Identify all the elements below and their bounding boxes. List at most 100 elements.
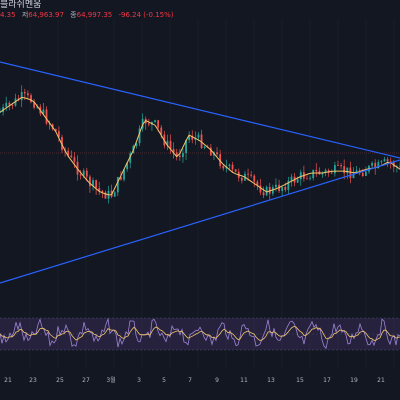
rsi-signal-line [0,326,400,341]
candle-body [240,177,243,181]
candle-body [343,166,346,174]
candle-body [95,180,98,188]
candle-body [11,104,14,106]
candle-body [42,109,45,114]
x-tick-label: 11 [240,377,248,384]
candle-body [330,172,333,174]
candle-body [138,128,141,144]
candle-body [45,109,48,124]
candle-body [386,159,389,162]
candle-body [5,102,8,108]
candle-body [284,186,287,190]
candle-body [287,180,290,190]
candle-body [256,181,259,186]
candle-body [89,176,91,187]
x-tick-label: 13 [267,377,275,384]
candle-body [191,135,194,140]
candle-body [20,91,23,101]
candle-body [36,106,39,108]
candle-body [374,162,377,169]
candle-body [182,153,184,158]
candle-body [175,152,178,156]
candle-body [169,140,172,150]
x-tick-label: 21 [377,377,385,384]
close-label: 종 [70,11,77,19]
candle-body [337,165,339,166]
high-label: 저 [21,11,29,19]
candle-body [250,174,253,176]
x-tick-label: 5 [162,377,166,384]
candle-body [231,164,234,170]
close-value: 64,997.35 [76,11,113,19]
x-tick-label: 17 [323,377,331,384]
candle-body [253,175,256,182]
candle-body [172,149,175,153]
candle-body [265,187,268,196]
high-value: 64,963.97 [28,11,64,19]
candle-body [166,140,169,146]
candle-body [33,102,36,108]
candle-body [371,162,373,166]
candle-body [324,170,327,173]
candle-body [309,178,311,179]
candle-body [361,173,364,176]
lower-trendline[interactable] [0,159,400,284]
candle-body [116,176,119,193]
candle-body [70,155,73,158]
candle-body [299,172,302,180]
candle-body [54,129,57,132]
candle-body [290,176,293,181]
candle-body [129,153,132,163]
candle-body [160,127,163,135]
symbol-title[interactable]: 블라쉬멘움 [0,0,42,10]
candle-body [79,174,82,176]
candle-body [216,152,218,155]
candle-body [154,120,156,122]
candle-body [355,170,358,174]
grid [29,20,395,370]
x-tick-label: 15 [296,377,304,384]
candle-body [333,165,336,174]
x-tick-label: 19 [350,377,358,384]
candle-body [389,161,392,163]
candle-body [58,131,60,138]
open-value: 4.35 [0,11,16,19]
candle-body [135,143,138,146]
candle-body [185,140,187,154]
x-tick-label: 9 [215,377,219,384]
candle-body [197,134,200,138]
candle-body [200,134,203,148]
candle-body [346,167,349,174]
candle-body [364,171,367,176]
upper-trendline[interactable] [0,61,400,159]
candle-body [209,147,212,156]
candle-body [73,157,76,162]
rsi-line [0,317,400,350]
candle-body [27,93,29,96]
candle-body [259,185,262,193]
candle-body [101,190,104,193]
candle-body [234,169,237,172]
candle-body [85,170,88,177]
x-tick-label: 23 [29,377,37,384]
candle-body [219,154,222,166]
candle-body [315,169,318,172]
x-tick-label: 25 [56,377,64,384]
candle-body [312,169,315,179]
candle-body [98,187,101,191]
candle-body [67,150,70,156]
candle-body [275,184,277,188]
candle-body [123,169,125,180]
candles [0,85,400,204]
candle-body [92,180,94,187]
candle-body [228,164,231,167]
candle-body [340,165,342,167]
candle-body [30,95,32,103]
candle-body [188,135,191,141]
x-tick-label: 27 [82,377,90,384]
x-tick-label: 7 [188,377,192,384]
candle-body [203,146,206,148]
candle-body [82,170,85,176]
candle-body [377,162,380,169]
